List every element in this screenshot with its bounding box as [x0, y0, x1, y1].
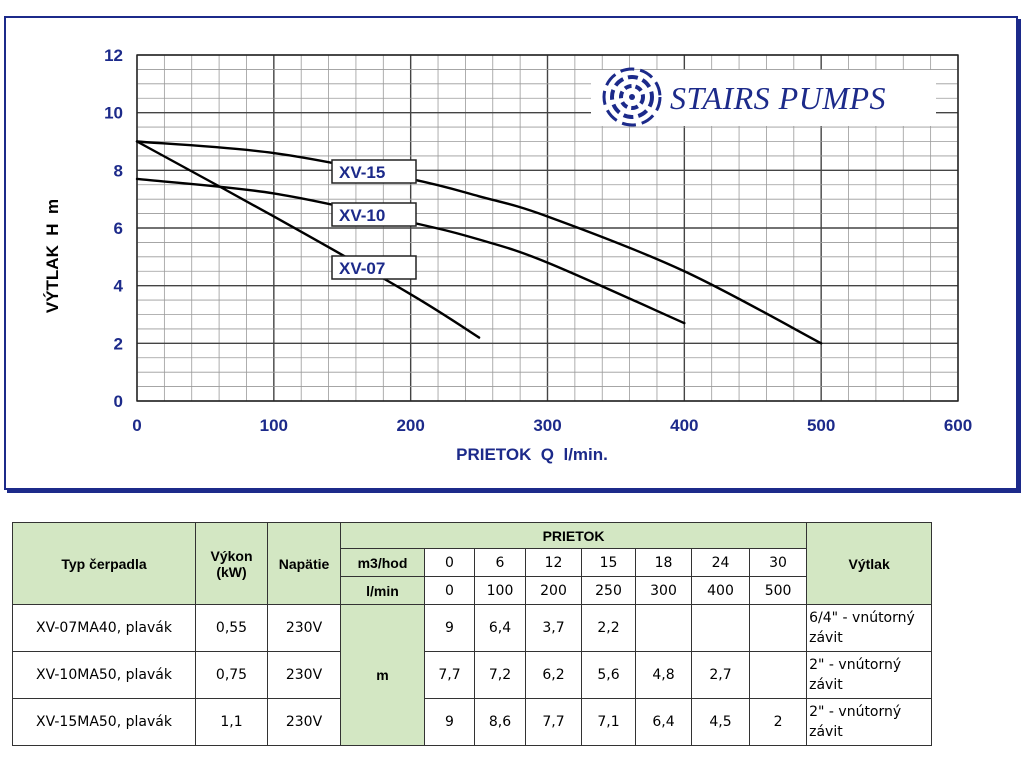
- head-value: 9: [424, 604, 475, 652]
- logo-text: STAIRS PUMPS: [670, 80, 886, 116]
- head-value: 7,7: [424, 651, 475, 699]
- header-voltage: Napätie: [267, 522, 341, 605]
- series-label-box: [331, 202, 417, 227]
- flow-lmin-value: 500: [748, 576, 808, 605]
- discharge-spec: 2" - vnútorný závit: [806, 698, 933, 746]
- y-tick-label: 10: [104, 104, 123, 123]
- head-value: 4,5: [691, 698, 750, 746]
- flow-m3-value: 30: [748, 548, 808, 577]
- x-tick-label: 500: [807, 416, 835, 435]
- chart-frame: 0 100 200 300 400 500 600 0 2 4 6 8 10 12 XV-07 XV-10 X…: [4, 16, 1018, 490]
- flow-m3-value: 6: [474, 548, 526, 577]
- series-labels: XV-07 XV-10 XV-15: [331, 159, 417, 280]
- head-value: 7,1: [581, 698, 636, 746]
- header-flow: PRIETOK: [339, 522, 808, 549]
- flow-m3-value: 24: [691, 548, 750, 577]
- head-value: 7,2: [474, 651, 526, 699]
- head-value: [748, 651, 808, 699]
- pump-voltage: 230V: [267, 604, 341, 652]
- pump-name: XV-10MA50, plavák: [12, 651, 196, 699]
- head-value: 4,8: [635, 651, 692, 699]
- flow-lmin-value: 200: [525, 576, 582, 605]
- pump-power: 0,55: [195, 604, 268, 652]
- x-tick-label: 300: [533, 416, 561, 435]
- flow-m3-value: 0: [424, 548, 475, 577]
- y-tick-label: 2: [114, 334, 123, 353]
- series-label-text: XV-15: [339, 163, 385, 182]
- unit-m3-hod: m3/hod: [340, 548, 425, 577]
- head-unit-cell: m: [340, 604, 425, 746]
- table-row: XV-07MA40, plavák 0,55 230V m 9 6,4 3,7 …: [12, 604, 933, 746]
- chart-grid: [136, 54, 959, 402]
- y-tick-label: 12: [104, 46, 123, 65]
- head-value: 2,2: [581, 604, 636, 652]
- head-value: 2: [748, 698, 808, 746]
- discharge-spec: 2" - vnútorný závit: [806, 651, 933, 699]
- head-value: [748, 604, 808, 652]
- flow-lmin-value: 400: [691, 576, 750, 605]
- series-line-xv-07: [135, 140, 481, 339]
- head-value: 2,7: [691, 651, 750, 699]
- series-label-xv-10: XV-10: [331, 202, 417, 227]
- swirl-logo-icon: [602, 67, 662, 127]
- series-label-text: XV-10: [339, 206, 385, 225]
- head-value: 8,6: [474, 698, 526, 746]
- x-tick-label: 0: [132, 416, 141, 435]
- pump-name: XV-15MA50, plavák: [12, 698, 196, 746]
- head-value: 6,4: [635, 698, 692, 746]
- series-label-box: [331, 159, 417, 184]
- head-value: [635, 604, 692, 652]
- y-tick-label: 8: [114, 161, 123, 180]
- series-label-xv-15: XV-15: [331, 159, 417, 184]
- head-value: 6,4: [474, 604, 526, 652]
- y-axis-title: VÝTLAK H m: [43, 199, 62, 313]
- x-tick-label: 100: [260, 416, 288, 435]
- y-tick-label: 0: [114, 392, 123, 411]
- series-label-xv-07: XV-07: [331, 255, 417, 280]
- series-line-xv-15: [135, 140, 823, 345]
- axis-ticks: 0 100 200 300 400 500 600 0 2 4 6 8 10 12: [104, 46, 972, 435]
- head-value: 3,7: [525, 604, 582, 652]
- flow-m3-value: 18: [635, 548, 692, 577]
- table-row: XV-15MA50, plavák 1,1 230V 9 8,6 7,7 7,1…: [12, 698, 933, 746]
- series-lines: [135, 140, 823, 345]
- series-label-text: XV-07: [339, 259, 385, 278]
- series-label-box: [331, 255, 417, 280]
- head-value: 7,7: [525, 698, 582, 746]
- table-row: XV-10MA50, plavák 0,75 230V 7,7 7,2 6,2 …: [12, 651, 933, 699]
- x-axis-title: PRIETOK Q l/min.: [456, 445, 608, 464]
- pump-name: XV-07MA40, plavák: [12, 604, 196, 652]
- flow-m3-value: 12: [525, 548, 582, 577]
- flow-lmin-value: 100: [474, 576, 526, 605]
- head-value: 9: [424, 698, 475, 746]
- logo-background: [591, 70, 936, 126]
- flow-m3-value: 15: [581, 548, 636, 577]
- pump-voltage: 230V: [267, 698, 341, 746]
- flow-lmin-value: 300: [635, 576, 692, 605]
- head-value: [691, 604, 750, 652]
- x-tick-label: 400: [670, 416, 698, 435]
- plot-border: [136, 54, 959, 402]
- series-line-xv-10: [135, 177, 686, 325]
- header-power: Výkon (kW): [195, 522, 268, 605]
- flow-lmin-value: 0: [424, 576, 475, 605]
- unit-l-min: l/min: [340, 576, 425, 605]
- flow-lmin-value: 250: [581, 576, 636, 605]
- y-tick-label: 6: [114, 219, 123, 238]
- x-tick-label: 600: [944, 416, 972, 435]
- discharge-spec: 6/4" - vnútorný závit: [806, 604, 933, 652]
- head-value: 5,6: [581, 651, 636, 699]
- head-value: 6,2: [525, 651, 582, 699]
- x-tick-label: 200: [396, 416, 424, 435]
- header-discharge: Výtlak: [806, 522, 933, 605]
- header-pump-type: Typ čerpadla: [12, 522, 196, 605]
- brand-logo: STAIRS PUMPS: [591, 67, 936, 127]
- pump-power: 1,1: [195, 698, 268, 746]
- pump-spec-table: Typ čerpadla Výkon (kW) Napätie PRIETOK …: [12, 522, 933, 746]
- pump-power: 0,75: [195, 651, 268, 699]
- pump-voltage: 230V: [267, 651, 341, 699]
- y-tick-label: 4: [114, 277, 124, 296]
